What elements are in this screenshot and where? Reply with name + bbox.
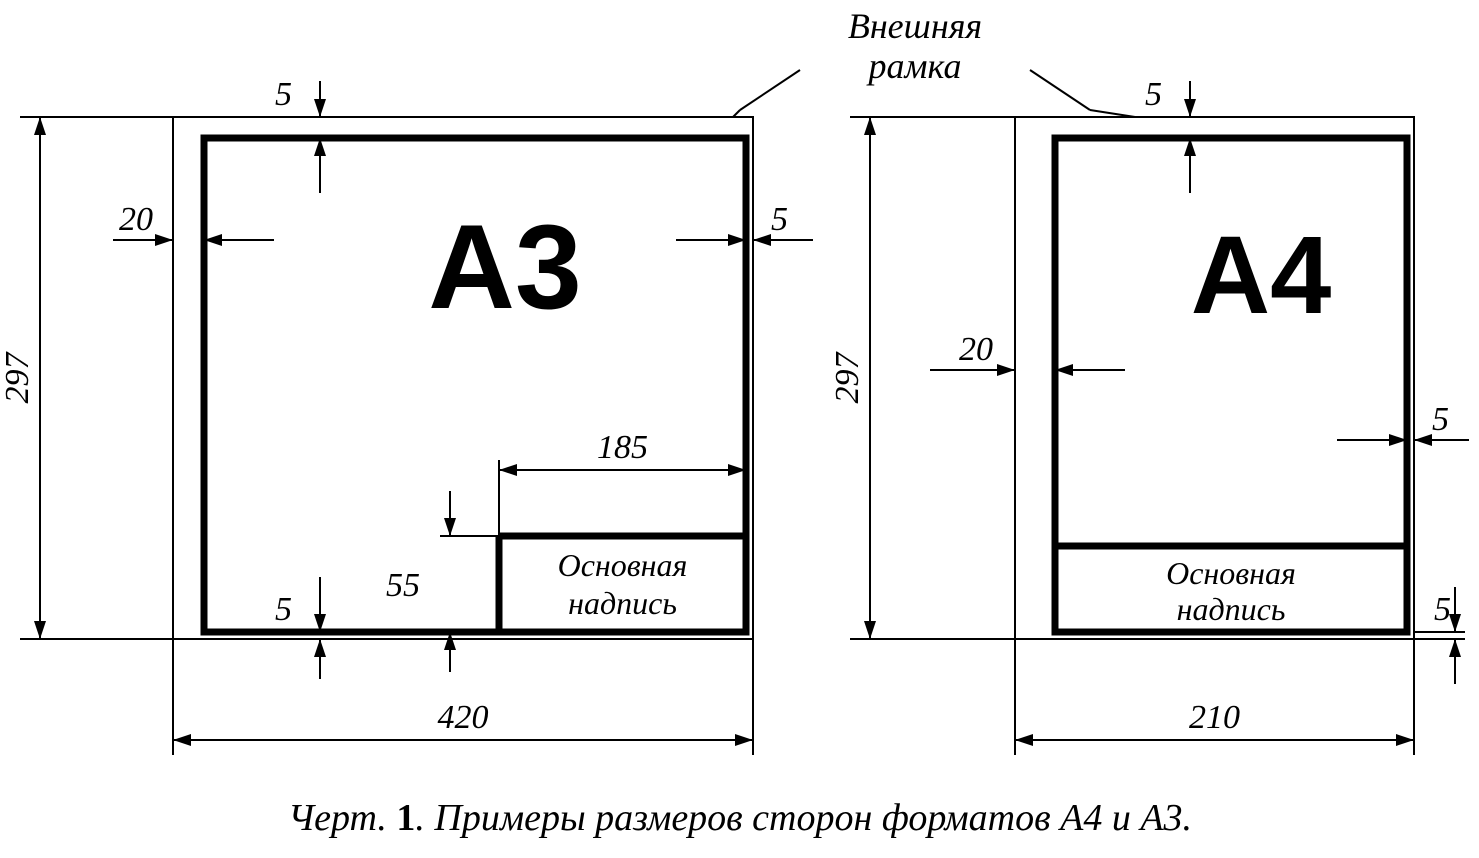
- svg-text:Основная: Основная: [558, 547, 688, 583]
- svg-text:надпись: надпись: [568, 585, 677, 621]
- svg-text:рамка: рамка: [866, 46, 962, 86]
- svg-text:Внешняя: Внешняя: [848, 6, 982, 46]
- svg-text:5: 5: [275, 591, 292, 628]
- svg-text:55: 55: [386, 567, 420, 604]
- drawing-formats-diagram: ВнешняярамкаA3Основнаянадпись29742052055…: [0, 0, 1479, 858]
- svg-text:20: 20: [959, 331, 993, 368]
- svg-text:A4: A4: [1191, 214, 1332, 337]
- svg-text:A3: A3: [428, 200, 581, 334]
- svg-text:надпись: надпись: [1177, 591, 1286, 627]
- svg-text:297: 297: [0, 351, 36, 404]
- svg-text:210: 210: [1189, 699, 1240, 736]
- svg-text:20: 20: [119, 201, 153, 238]
- svg-text:5: 5: [1432, 401, 1449, 438]
- svg-text:5: 5: [1145, 76, 1162, 113]
- svg-text:420: 420: [438, 699, 489, 736]
- svg-text:5: 5: [771, 201, 788, 238]
- svg-text:Основная: Основная: [1166, 555, 1296, 591]
- svg-text:5: 5: [1434, 591, 1451, 628]
- svg-text:297: 297: [829, 351, 866, 404]
- svg-text:5: 5: [275, 76, 292, 113]
- svg-text:185: 185: [597, 429, 648, 466]
- svg-text:Черт. 1. Примеры размеров стор: Черт. 1. Примеры размеров сторон формато…: [288, 797, 1192, 839]
